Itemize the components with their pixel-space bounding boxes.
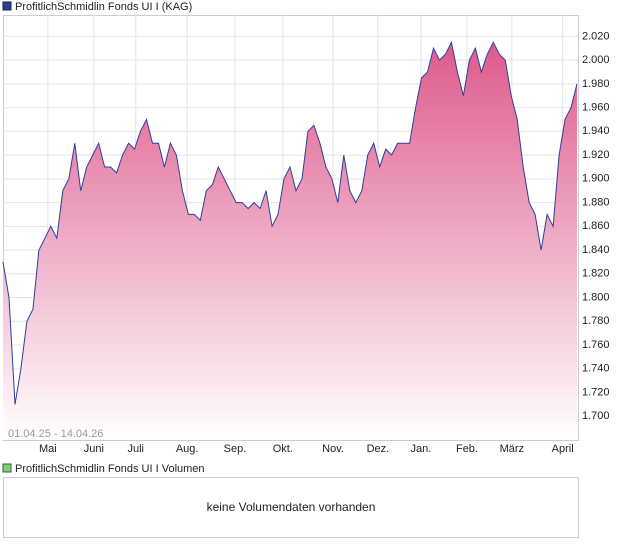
x-tick-label: Juli <box>127 443 144 455</box>
y-tick-label: 1.880 <box>582 196 610 208</box>
x-tick-label: Dez. <box>367 443 390 455</box>
y-tick-label: 1.760 <box>582 339 610 351</box>
volume-legend: ProfitlichSchmidlin Fonds UI I Volumen <box>15 463 205 475</box>
date-range: 01.04.25 - 14.04.26 <box>8 428 103 440</box>
price-line <box>2 40 578 405</box>
y-tick-label: 1.940 <box>582 125 610 137</box>
x-tick-label: Okt. <box>273 443 293 455</box>
y-tick-label: 1.780 <box>582 315 610 327</box>
x-tick-label: Nov. <box>322 443 344 455</box>
x-tick-label: Aug. <box>176 443 199 455</box>
volume-legend-swatch <box>2 463 12 473</box>
y-tick-label: 1.800 <box>582 291 610 303</box>
y-tick-label: 1.960 <box>582 102 610 114</box>
x-tick-label: Juni <box>84 443 104 455</box>
y-tick-label: 1.740 <box>582 363 610 375</box>
y-tick-label: 1.700 <box>582 410 610 422</box>
y-tick-label: 2.000 <box>582 54 610 66</box>
x-tick-label: April <box>552 443 574 455</box>
x-tick-label: Sep. <box>224 443 247 455</box>
area-fill <box>3 42 577 441</box>
y-tick-label: 1.920 <box>582 149 610 161</box>
plot-frame <box>3 15 579 441</box>
x-tick-label: Mai <box>39 443 57 455</box>
volume-frame <box>3 477 579 538</box>
y-tick-label: 1.720 <box>582 386 610 398</box>
y-tick-label: 1.820 <box>582 268 610 280</box>
y-tick-label: 1.840 <box>582 244 610 256</box>
x-tick-label: Jan. <box>411 443 432 455</box>
y-tick-label: 1.900 <box>582 173 610 185</box>
y-tick-label: 1.980 <box>582 78 610 90</box>
volume-message: keine Volumendaten vorhanden <box>207 500 376 514</box>
legend-swatch <box>2 1 12 11</box>
y-tick-label: 1.860 <box>582 220 610 232</box>
x-tick-label: März <box>500 443 524 455</box>
x-tick-label: Feb. <box>456 443 478 455</box>
legend: ProfitlichSchmidlin Fonds UI I (KAG) <box>15 1 192 13</box>
y-tick-label: 2.020 <box>582 30 610 42</box>
